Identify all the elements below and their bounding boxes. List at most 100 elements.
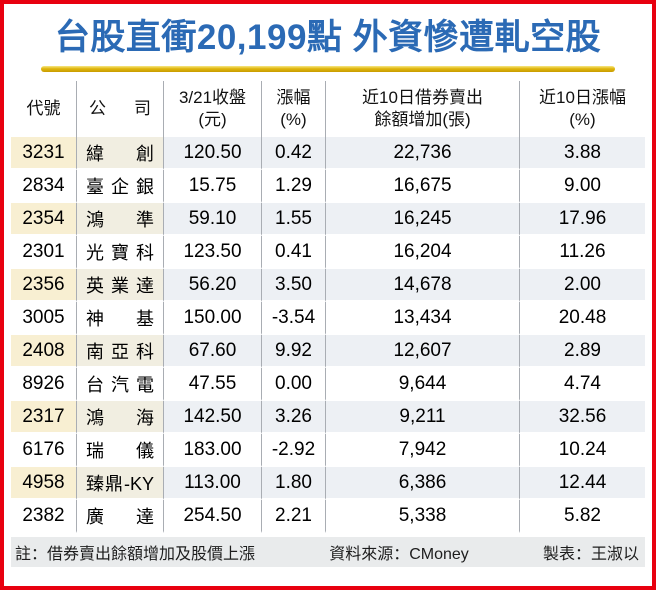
cell-lend-increase: 9,211: [326, 401, 520, 434]
footnote-author: 製表：王淑以: [542, 546, 639, 563]
cell-company-name: 鴻準: [77, 203, 164, 236]
cell-close-price: 254.50: [164, 500, 262, 533]
cell-company-name: 鴻海: [77, 401, 164, 434]
cell-gain-10d: 32.56: [520, 401, 645, 434]
table-header-row: 代號 公司 3/21收盤 (元) 漲幅 (%) 近10日借券賣出 餘額增加(張): [11, 81, 645, 137]
cell-stock-code: 2356: [11, 269, 77, 302]
column-header-label: 代號: [26, 98, 61, 118]
cell-gain-10d: 11.26: [520, 236, 645, 269]
cell-lend-increase: 16,675: [326, 170, 520, 203]
cell-company-name: 瑞儀: [77, 434, 164, 467]
cell-company-name: 英業達: [77, 269, 164, 302]
table-row: 8926 台汽電 47.55 0.00 9,644 4.74: [11, 368, 645, 401]
cell-close-price: 150.00: [164, 302, 262, 335]
cell-gain-10d: 2.00: [520, 269, 645, 302]
table-row: 2408 南亞科 67.60 9.92 12,607 2.89: [11, 335, 645, 368]
cell-change-pct: -3.54: [262, 302, 326, 335]
cell-change-pct: 9.92: [262, 335, 326, 368]
cell-company-name: 臺企銀: [77, 170, 164, 203]
cell-stock-code: 2301: [11, 236, 77, 269]
cell-close-price: 113.00: [164, 467, 262, 500]
cell-lend-increase: 7,942: [326, 434, 520, 467]
column-header-code: 代號: [11, 81, 77, 137]
cell-stock-code: 2408: [11, 335, 77, 368]
cell-close-price: 67.60: [164, 335, 262, 368]
cell-close-price: 183.00: [164, 434, 262, 467]
cell-stock-code: 2354: [11, 203, 77, 236]
cell-company-name: 光寶科: [77, 236, 164, 269]
table-row: 2354 鴻準 59.10 1.55 16,245 17.96: [11, 203, 645, 236]
column-header-company: 公司: [77, 81, 164, 137]
cell-company-name: 神基: [77, 302, 164, 335]
cell-lend-increase: 14,678: [326, 269, 520, 302]
column-header-label-line2: (%): [280, 110, 307, 129]
cell-gain-10d: 17.96: [520, 203, 645, 236]
column-header-label: 公司: [89, 98, 151, 118]
cell-stock-code: 2382: [11, 500, 77, 533]
cell-change-pct: 0.00: [262, 368, 326, 401]
cell-stock-code: 6176: [11, 434, 77, 467]
column-header-lend-increase: 近10日借券賣出 餘額增加(張): [326, 81, 520, 137]
footnote-source: 資料來源：CMoney: [329, 546, 469, 563]
cell-change-pct: 3.26: [262, 401, 326, 434]
table-row: 2356 英業達 56.20 3.50 14,678 2.00: [11, 269, 645, 302]
cell-stock-code: 2317: [11, 401, 77, 434]
table-row: 2834 臺企銀 15.75 1.29 16,675 9.00: [11, 170, 645, 203]
column-header-label-line2: (元): [198, 110, 227, 129]
cell-stock-code: 3231: [11, 137, 77, 170]
stock-table: 代號 公司 3/21收盤 (元) 漲幅 (%) 近10日借券賣出 餘額增加(張): [11, 81, 645, 533]
cell-company-name: 緯創: [77, 137, 164, 170]
cell-lend-increase: 5,338: [326, 500, 520, 533]
column-header-label-line2: (%): [569, 110, 596, 129]
cell-close-price: 142.50: [164, 401, 262, 434]
table-row: 2301 光寶科 123.50 0.41 16,204 11.26: [11, 236, 645, 269]
cell-lend-increase: 16,204: [326, 236, 520, 269]
cell-lend-increase: 16,245: [326, 203, 520, 236]
column-header-label-line1: 漲幅: [276, 87, 311, 107]
cell-gain-10d: 12.44: [520, 467, 645, 500]
cell-stock-code: 8926: [11, 368, 77, 401]
cell-lend-increase: 12,607: [326, 335, 520, 368]
table-row: 3005 神基 150.00 -3.54 13,434 20.48: [11, 302, 645, 335]
cell-company-name: 南亞科: [77, 335, 164, 368]
cell-close-price: 120.50: [164, 137, 262, 170]
cell-change-pct: 3.50: [262, 269, 326, 302]
cell-lend-increase: 6,386: [326, 467, 520, 500]
cell-gain-10d: 9.00: [520, 170, 645, 203]
table-row: 2382 廣達 254.50 2.21 5,338 5.82: [11, 500, 645, 533]
cell-change-pct: 0.42: [262, 137, 326, 170]
cell-change-pct: -2.92: [262, 434, 326, 467]
cell-change-pct: 1.29: [262, 170, 326, 203]
column-header-close: 3/21收盤 (元): [164, 81, 262, 137]
footnote-note: 註：借券賣出餘額增加及股價上漲: [15, 546, 256, 563]
cell-lend-increase: 9,644: [326, 368, 520, 401]
column-header-label-line1: 近10日漲幅: [539, 87, 626, 107]
cell-change-pct: 2.21: [262, 500, 326, 533]
column-header-gain-10d: 近10日漲幅 (%): [520, 81, 645, 137]
cell-company-name: 廣達: [77, 500, 164, 533]
cell-gain-10d: 5.82: [520, 500, 645, 533]
cell-gain-10d: 20.48: [520, 302, 645, 335]
news-table-clipping: 台股直衝20,199點 外資慘遭軋空股 代號 公司 3/21收盤 (元) 漲幅: [4, 4, 652, 567]
cell-change-pct: 0.41: [262, 236, 326, 269]
table-row: 3231 緯創 120.50 0.42 22,736 3.88: [11, 137, 645, 170]
table-row: 6176 瑞儀 183.00 -2.92 7,942 10.24: [11, 434, 645, 467]
column-header-label-line2: 餘額增加(張): [374, 110, 471, 129]
column-header-label-line1: 近10日借券賣出: [362, 87, 483, 107]
cell-gain-10d: 10.24: [520, 434, 645, 467]
cell-lend-increase: 13,434: [326, 302, 520, 335]
gold-divider: [41, 66, 615, 72]
cell-gain-10d: 3.88: [520, 137, 645, 170]
table-footnote: 註：借券賣出餘額增加及股價上漲 資料來源：CMoney 製表：王淑以: [11, 537, 645, 567]
cell-stock-code: 3005: [11, 302, 77, 335]
cell-change-pct: 1.80: [262, 467, 326, 500]
cell-close-price: 15.75: [164, 170, 262, 203]
cell-close-price: 59.10: [164, 203, 262, 236]
page-title: 台股直衝20,199點 外資慘遭軋空股: [54, 18, 602, 57]
cell-company-name: 臻鼎-KY: [77, 467, 164, 500]
cell-lend-increase: 22,736: [326, 137, 520, 170]
cell-company-name: 台汽電: [77, 368, 164, 401]
cell-stock-code: 4958: [11, 467, 77, 500]
table-row: 4958 臻鼎-KY 113.00 1.80 6,386 12.44: [11, 467, 645, 500]
table-row: 2317 鴻海 142.50 3.26 9,211 32.56: [11, 401, 645, 434]
